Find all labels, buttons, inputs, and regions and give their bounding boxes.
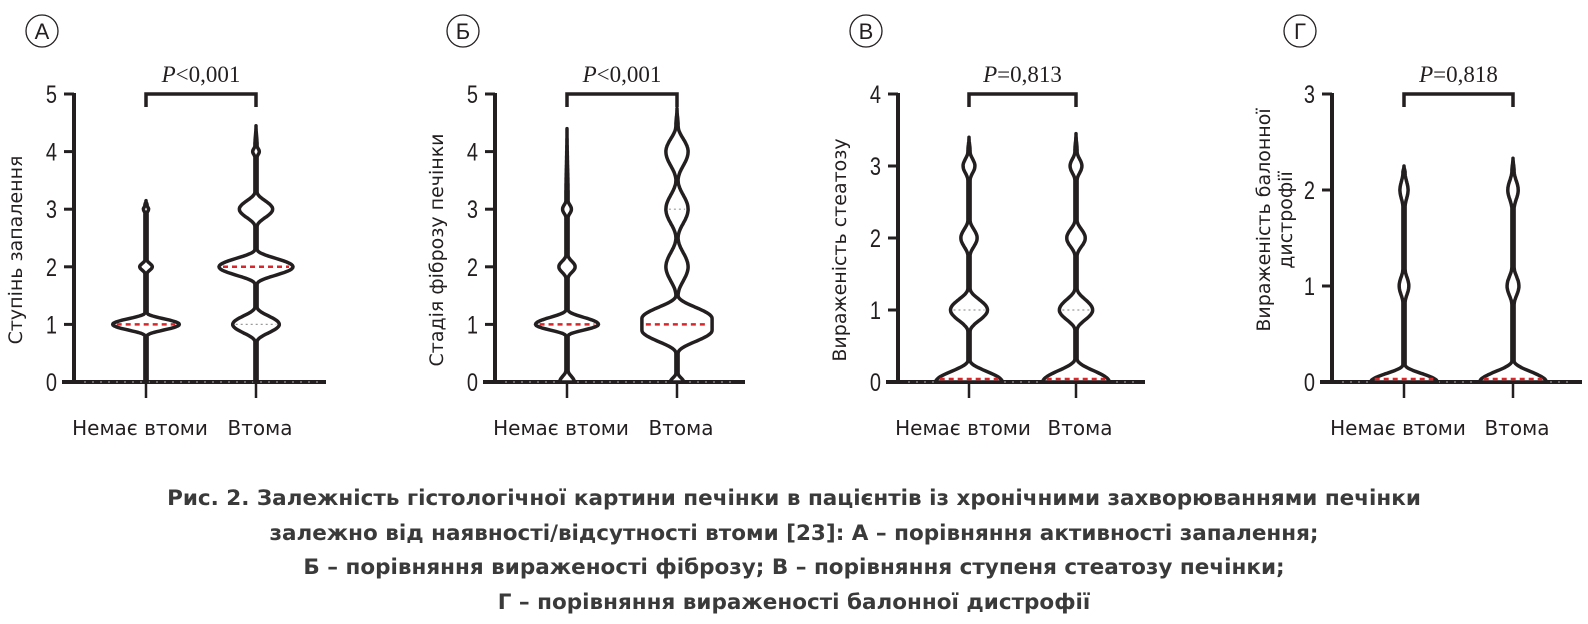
y-tick-label: 0: [870, 369, 881, 397]
y-tick-label: 3: [870, 153, 881, 181]
panel-3: В 0 1 2 3 4 Вираженість стеатозу P=0,813 Немає в…: [829, 14, 1145, 440]
panel-label: Г: [1294, 19, 1306, 44]
p-value-label: P<0,001: [161, 62, 241, 87]
violin-fatigue: [217, 123, 295, 384]
y-tick-label: 1: [870, 297, 881, 325]
x-tick-label: Немає втоми: [72, 416, 208, 440]
violin-fatigue: [640, 106, 714, 384]
y-tick-label: 5: [46, 81, 57, 109]
panel-label: Б: [456, 19, 470, 44]
y-tick-label: 1: [1304, 273, 1315, 301]
violin-no-fatigue: [533, 126, 601, 384]
y-tick-label: 0: [46, 369, 57, 397]
y-axis-label: Вираженість балонноїдистрофії: [1253, 108, 1297, 332]
caption-line-4: Г – порівняння вираженості балонної дист…: [497, 589, 1091, 615]
p-value-label: P=0,818: [1418, 62, 1498, 87]
x-tick-label: Немає втоми: [895, 416, 1031, 440]
y-tick-label: 2: [1304, 177, 1315, 205]
violin-no-fatigue: [1368, 164, 1440, 384]
p-symbol: P: [582, 62, 597, 87]
panel-2: Б 0 1 2 3 4 5 Стадія фіброзу печінки P<0,001 Нема…: [426, 14, 745, 440]
y-axis-label-line: Вираженість балонної: [1253, 108, 1275, 332]
violin-fatigue: [1040, 131, 1112, 384]
y-tick-label: 0: [1304, 369, 1315, 397]
significance-bracket: [565, 92, 679, 107]
p-value: <0,001: [597, 62, 662, 87]
y-axis-label: Вираженість стеатозу: [829, 138, 851, 361]
violin-fatigue: [1477, 156, 1549, 384]
x-tick-label: Втома: [228, 416, 293, 440]
panel-label-circle: [446, 14, 480, 48]
panel-label: А: [35, 19, 50, 44]
caption-line-3: Б – порівняння вираженості фіброзу; В – …: [303, 555, 1285, 580]
violin-no-fatigue: [933, 135, 1005, 384]
y-tick-label: 5: [467, 81, 478, 109]
p-symbol: P: [161, 62, 176, 87]
figure-caption: Рис. 2. Залежність гістологічної картини…: [0, 482, 1588, 620]
significance-bracket: [144, 92, 258, 107]
p-value: =0,813: [997, 62, 1062, 87]
p-symbol: P: [982, 62, 997, 87]
y-tick-label: 4: [467, 139, 478, 167]
y-axis-label-line: дистрофії: [1275, 171, 1297, 269]
panel-label-circle: [25, 14, 59, 48]
panel-label-circle: [849, 14, 883, 48]
y-tick-label: 3: [1304, 81, 1315, 109]
y-tick-label: 1: [46, 311, 57, 339]
y-axis-label: Ступінь запалення: [5, 156, 27, 345]
p-symbol: P: [1418, 62, 1433, 87]
y-tick-label: 2: [870, 225, 881, 253]
panel-1: А 0 1 2 3 4 5 Ступінь запалення P<0,001 Немає вто…: [5, 14, 326, 440]
panel-label: В: [859, 19, 874, 44]
p-value: =0,818: [1433, 62, 1498, 87]
x-tick-label: Втома: [649, 416, 714, 440]
caption-line-1: Рис. 2. Залежність гістологічної картини…: [167, 486, 1421, 511]
x-tick-label: Втома: [1048, 416, 1113, 440]
significance-bracket: [1402, 92, 1515, 107]
x-tick-label: Немає втоми: [1330, 416, 1466, 440]
y-tick-label: 3: [46, 196, 57, 224]
x-tick-label: Втома: [1485, 416, 1550, 440]
violin-no-fatigue: [110, 198, 182, 384]
y-tick-label: 4: [46, 139, 57, 167]
y-tick-label: 3: [467, 196, 478, 224]
y-tick-label: 2: [46, 254, 57, 282]
y-tick-label: 1: [467, 311, 478, 339]
p-value-label: P=0,813: [982, 62, 1062, 87]
y-tick-label: 2: [467, 254, 478, 282]
y-axis-label: Стадія фіброзу печінки: [426, 133, 448, 366]
p-value-label: P<0,001: [582, 62, 662, 87]
caption-line-2: залежно від наявності/відсутності втоми …: [269, 520, 1319, 546]
significance-bracket: [967, 92, 1078, 107]
y-tick-label: 0: [467, 369, 478, 397]
panel-label-circle: [1283, 14, 1317, 48]
x-tick-label: Немає втоми: [493, 416, 629, 440]
p-value: <0,001: [176, 62, 241, 87]
y-tick-label: 4: [870, 81, 881, 109]
